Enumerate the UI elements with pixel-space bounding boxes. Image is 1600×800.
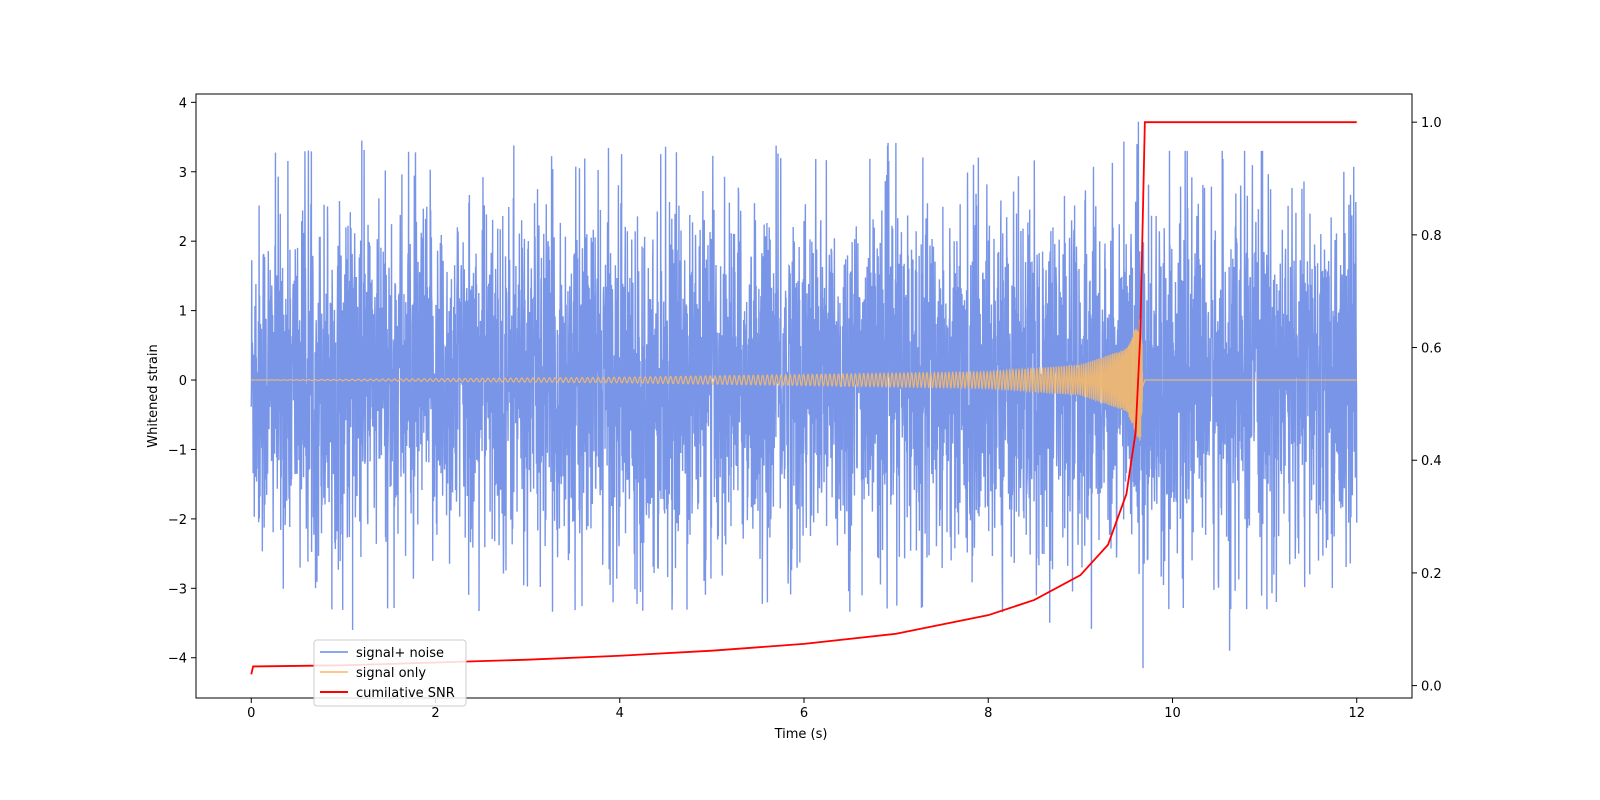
y-tick-label: 1 — [179, 305, 187, 320]
y-tick-label: 4 — [179, 96, 187, 111]
y-tick-label: 2 — [179, 235, 187, 250]
y2-tick-label: 0.4 — [1421, 454, 1442, 469]
y-axis-label: Whitened strain — [146, 344, 161, 447]
x-axis-label: Time (s) — [774, 727, 828, 742]
y2-tick-label: 0.8 — [1421, 229, 1442, 244]
legend-label: signal only — [356, 666, 426, 681]
y2-tick-label: 0.2 — [1421, 567, 1442, 582]
series-signal-only-line — [251, 318, 1357, 441]
x-tick-label: 2 — [431, 706, 439, 721]
series-signal-noise-line — [250, 121, 1358, 669]
y-tick-label: −3 — [168, 582, 187, 597]
x-tick-label: 12 — [1348, 706, 1365, 721]
y-tick-label: −4 — [168, 652, 187, 667]
y2-tick-label: 0.6 — [1421, 342, 1442, 357]
y2-tick-label: 0.0 — [1421, 680, 1442, 695]
x-tick-label: 4 — [616, 706, 624, 721]
x-tick-label: 0 — [247, 706, 255, 721]
y-tick-label: 3 — [179, 166, 187, 181]
y-tick-label: −2 — [168, 513, 187, 528]
legend: signal+ noise signal only cumilative SNR — [313, 639, 467, 707]
x-tick-label: 6 — [800, 706, 808, 721]
legend-label: signal+ noise — [356, 646, 444, 661]
legend-label: cumilative SNR — [356, 686, 455, 701]
y-tick-label: 0 — [179, 374, 187, 389]
y-tick-label: −1 — [168, 443, 187, 458]
legend-box — [313, 639, 467, 707]
y2-tick-label: 1.0 — [1421, 116, 1442, 131]
x-tick-label: 8 — [984, 706, 992, 721]
x-tick-label: 10 — [1164, 706, 1181, 721]
